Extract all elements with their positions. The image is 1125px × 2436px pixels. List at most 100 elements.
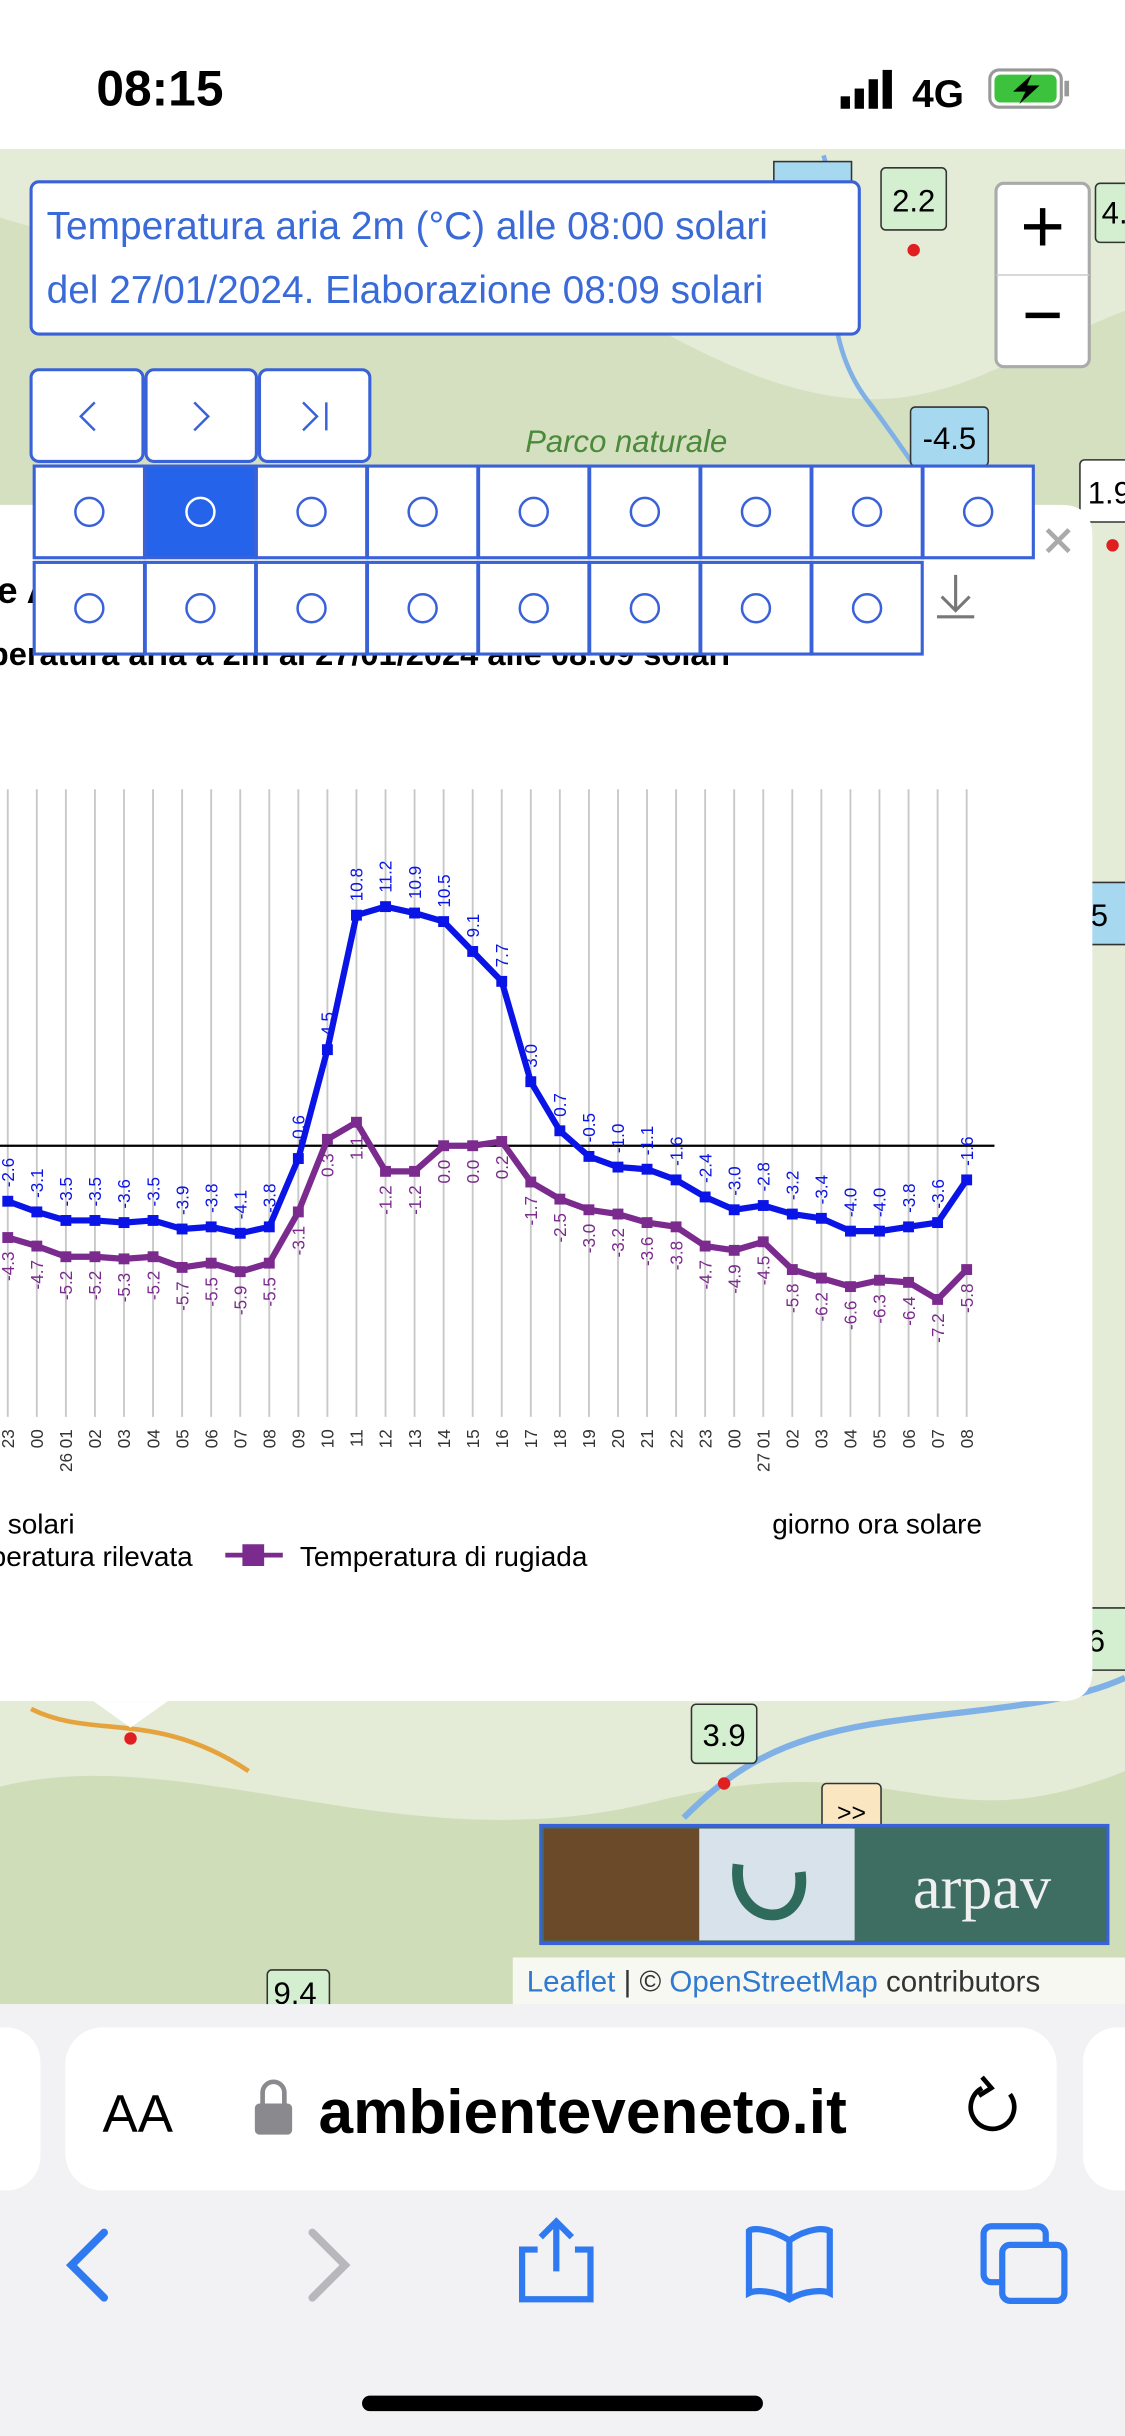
share-button[interactable] [518, 2217, 594, 2303]
point [903, 1221, 914, 1233]
point [467, 946, 479, 957]
toolbar-button[interactable] [32, 464, 147, 560]
close-button[interactable] [1045, 528, 1071, 554]
x-tick-label: 27 01 [754, 1429, 773, 1472]
toolbar-button[interactable] [588, 464, 702, 560]
x-tick-label: 05 [871, 1429, 890, 1448]
toolbar-button[interactable] [810, 464, 924, 560]
tab-pill[interactable] [0, 2027, 41, 2191]
data-label: -5.5 [260, 1277, 279, 1306]
point [380, 1165, 391, 1177]
point [438, 916, 450, 928]
toolbar-button[interactable] [477, 464, 591, 560]
data-label: -1.0 [609, 1124, 628, 1153]
toolbar-button[interactable] [254, 464, 369, 560]
x-tick-label: 08 [958, 1429, 977, 1448]
toolbar-button[interactable] [32, 560, 147, 656]
toolbar-button[interactable] [365, 560, 480, 656]
point [263, 1221, 275, 1233]
point [147, 1251, 159, 1263]
map-marker[interactable]: 2.2 [880, 167, 948, 257]
zoom-in[interactable] [1023, 208, 1062, 246]
x-axis-label: giorno ora solare [772, 1508, 982, 1539]
map-marker[interactable]: 4. [1094, 182, 1125, 244]
prev-button[interactable] [29, 368, 145, 463]
toolbar-icon [740, 496, 772, 528]
map-label: 4. [1102, 196, 1125, 231]
data-label: -5.3 [115, 1273, 134, 1302]
url: ambienteveneto.it [319, 2078, 847, 2147]
x-tick-label: 23 [696, 1429, 715, 1448]
toolbar-button[interactable] [699, 560, 813, 656]
download-button[interactable] [936, 574, 975, 619]
point [467, 1140, 479, 1152]
toolbar-button[interactable] [921, 464, 1035, 560]
data-label: -4.9 [725, 1264, 744, 1293]
point [147, 1215, 159, 1226]
legend-label: Temperatura rilevata [0, 1541, 193, 1572]
point [2, 1195, 14, 1207]
data-label: -6.4 [900, 1296, 919, 1325]
point [321, 1044, 333, 1056]
map-marker[interactable]: -4.5 [909, 406, 990, 467]
point [263, 1257, 275, 1269]
map-marker[interactable]: 1.9 [1079, 459, 1125, 552]
point [118, 1253, 130, 1265]
toolbar-icon [407, 592, 438, 624]
toolbar-button[interactable] [699, 464, 813, 560]
back-button[interactable] [65, 2228, 108, 2302]
toolbar-button[interactable] [143, 464, 258, 560]
info-line: Temperatura aria 2m (°C) alle 08:00 sola… [47, 205, 768, 248]
attribution-sep: | [624, 1966, 632, 1999]
data-label: -2.4 [696, 1154, 715, 1183]
data-label: -3.0 [580, 1224, 599, 1253]
toolbar-icon [296, 592, 327, 624]
legend-label: Temperatura di rugiada [300, 1541, 588, 1572]
data-label: -3.6 [638, 1237, 657, 1266]
data-label: 0.0 [464, 1160, 483, 1184]
data-label: -1.6 [958, 1136, 977, 1165]
point [786, 1208, 798, 1220]
x-tick-label: 00 [725, 1429, 744, 1448]
map-marker[interactable]: >> [821, 1782, 882, 1831]
data-label: 0.7 [551, 1093, 570, 1117]
text-size-button[interactable]: AA [103, 2085, 174, 2144]
logo[interactable]: arpav [539, 1823, 1110, 1946]
data-label: -3.2 [784, 1171, 803, 1200]
data-label: 0.2 [493, 1155, 512, 1179]
toolbar-button[interactable] [588, 560, 702, 656]
point [554, 1193, 566, 1205]
map-marker[interactable]: 3.9 [690, 1703, 758, 1790]
tab-pill[interactable] [1083, 2027, 1125, 2191]
point [89, 1215, 101, 1226]
battery [988, 68, 1070, 109]
network: 4G [912, 73, 964, 116]
toolbar-button[interactable] [477, 560, 591, 656]
bookmarks-button[interactable] [745, 2226, 833, 2303]
toolbar-button[interactable] [810, 560, 924, 656]
map-label: 2.2 [892, 183, 935, 218]
url-bar[interactable] [65, 2027, 1057, 2191]
data-label: -4.3 [0, 1252, 18, 1281]
data-label: -4.1 [231, 1190, 250, 1219]
toolbar-button[interactable] [254, 560, 369, 656]
x-tick-label: 22 [667, 1429, 686, 1448]
attribution-link[interactable]: Leaflet [527, 1966, 616, 1999]
point [699, 1191, 711, 1203]
map-label: >> [837, 1800, 866, 1827]
data-label: -7.2 [929, 1313, 948, 1342]
toolbar-button[interactable] [143, 560, 258, 656]
reload-button[interactable] [968, 2075, 1017, 2132]
toolbar-icon [962, 496, 994, 528]
data-label: -5.7 [173, 1281, 192, 1310]
x-tick-label: 23 [0, 1429, 18, 1448]
tabs-button[interactable] [980, 2223, 1068, 2304]
x-tick-label: 18 [551, 1429, 570, 1448]
x-tick-label: 21 [638, 1429, 657, 1448]
attribution-link[interactable]: OpenStreetMap [669, 1966, 877, 1999]
data-label: -3.5 [57, 1177, 76, 1206]
data-label: -3.1 [28, 1168, 47, 1197]
toolbar-button[interactable] [365, 464, 480, 560]
next-button[interactable] [144, 368, 258, 463]
data-label: -3.5 [86, 1177, 105, 1206]
